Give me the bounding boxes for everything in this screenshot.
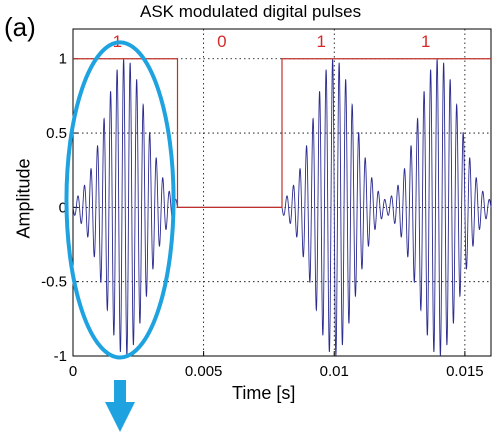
bit-label: 0	[217, 32, 226, 51]
modulated-pulse-2	[281, 59, 387, 356]
plot-frame	[72, 28, 492, 357]
modulated-pulse-3	[386, 59, 492, 356]
x-tick-label: 0.01	[320, 363, 349, 380]
highlight-ellipse	[64, 40, 176, 360]
bit-label: 1	[421, 32, 430, 51]
y-tick-label: 0	[59, 199, 67, 216]
x-tick-label: 0.005	[185, 363, 223, 380]
panel-label: (a)	[4, 12, 36, 42]
x-axis-label: Time [s]	[232, 383, 296, 403]
y-tick-label: 1	[59, 51, 67, 68]
x-tick-label: 0.015	[446, 363, 484, 380]
y-tick-label: 0.5	[46, 125, 67, 142]
bit-label: 1	[316, 32, 325, 51]
y-tick-label: -1	[54, 348, 67, 365]
x-tick-label: 0	[69, 363, 77, 380]
down-arrow-icon	[105, 380, 136, 432]
y-tick-label: -0.5	[41, 274, 67, 291]
modulated-pulse-1	[72, 59, 178, 356]
digital-signal-line	[73, 58, 491, 208]
chart-title: ASK modulated digital pulses	[140, 2, 362, 21]
